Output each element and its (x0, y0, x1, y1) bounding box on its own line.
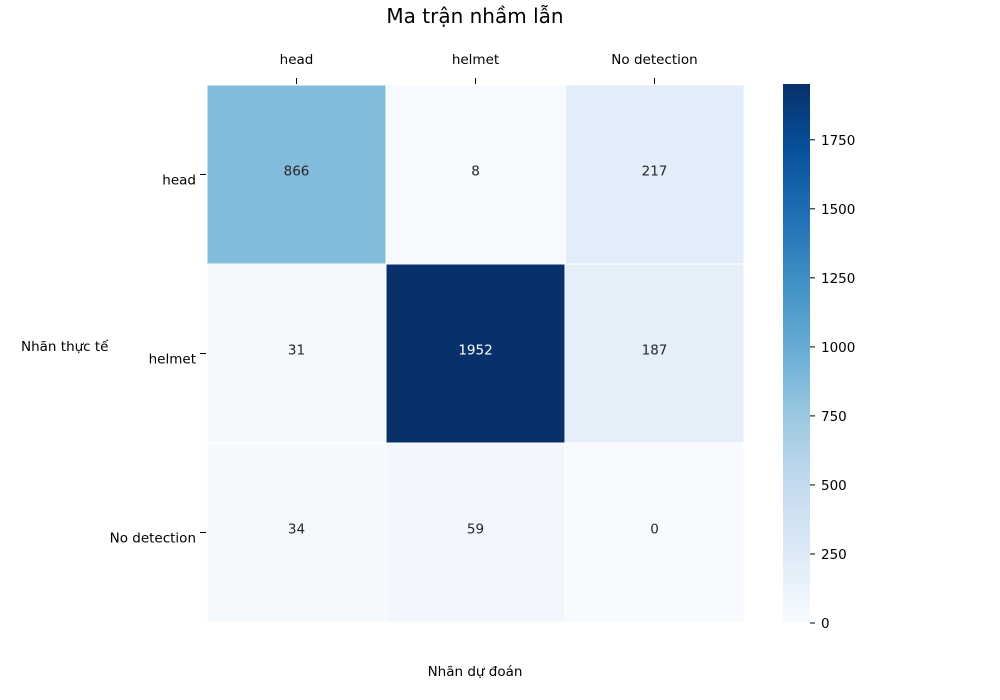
x-tick-label: helmet (452, 52, 499, 68)
x-tick-label: No detection (611, 52, 697, 68)
cell-value-labels: 866 8 217 31 1952 187 34 59 0 (284, 164, 668, 538)
heatmap-cells (206, 84, 745, 623)
x-axis-label: Nhãn dự đoán (428, 664, 523, 680)
x-axis-ticks: head helmet No detection (280, 52, 698, 84)
colorbar-tick-label: 500 (821, 478, 847, 494)
colorbar-gradient (783, 84, 810, 623)
colorbar-tick-label: 0 (821, 616, 830, 632)
cell-value-label: 59 (467, 522, 484, 538)
colorbar-tick-label: 750 (821, 409, 847, 425)
cell-value-label: 8 (471, 164, 480, 180)
y-tick-label: head (162, 173, 196, 189)
cell-value-label: 217 (642, 164, 668, 180)
colorbar-tick-label: 250 (821, 547, 847, 563)
cell-value-label: 0 (650, 522, 659, 538)
colorbar-tick-label: 1500 (821, 202, 855, 218)
cell-value-label: 34 (288, 522, 305, 538)
colorbar-tick-label: 1750 (821, 133, 855, 149)
heatmap-cell (564, 263, 745, 444)
heatmap-cell (385, 442, 566, 623)
heatmap-cell (564, 84, 745, 265)
colorbar-tick-label: 1250 (821, 271, 855, 287)
heatmap-cell (206, 84, 387, 265)
y-axis-ticks: head helmet No detection (110, 173, 206, 547)
heatmap-cell (206, 442, 387, 623)
cell-value-label: 1952 (458, 343, 492, 359)
cell-value-label: 31 (288, 343, 305, 359)
colorbar: 0 250 500 750 1000 1250 1500 1750 (783, 84, 855, 632)
y-axis-label: Nhãn thực tế (21, 338, 109, 355)
heatmap-cell (206, 263, 387, 444)
chart-title: Ma trận nhầm lẫn (386, 4, 564, 28)
heatmap-cell (564, 442, 745, 623)
y-tick-label: helmet (149, 352, 196, 368)
x-tick-label: head (280, 52, 314, 68)
y-tick-label: No detection (110, 531, 196, 547)
colorbar-tick-label: 1000 (821, 340, 855, 356)
cell-value-label: 187 (642, 343, 668, 359)
heatmap-cell (385, 84, 566, 265)
cell-value-label: 866 (284, 164, 310, 180)
